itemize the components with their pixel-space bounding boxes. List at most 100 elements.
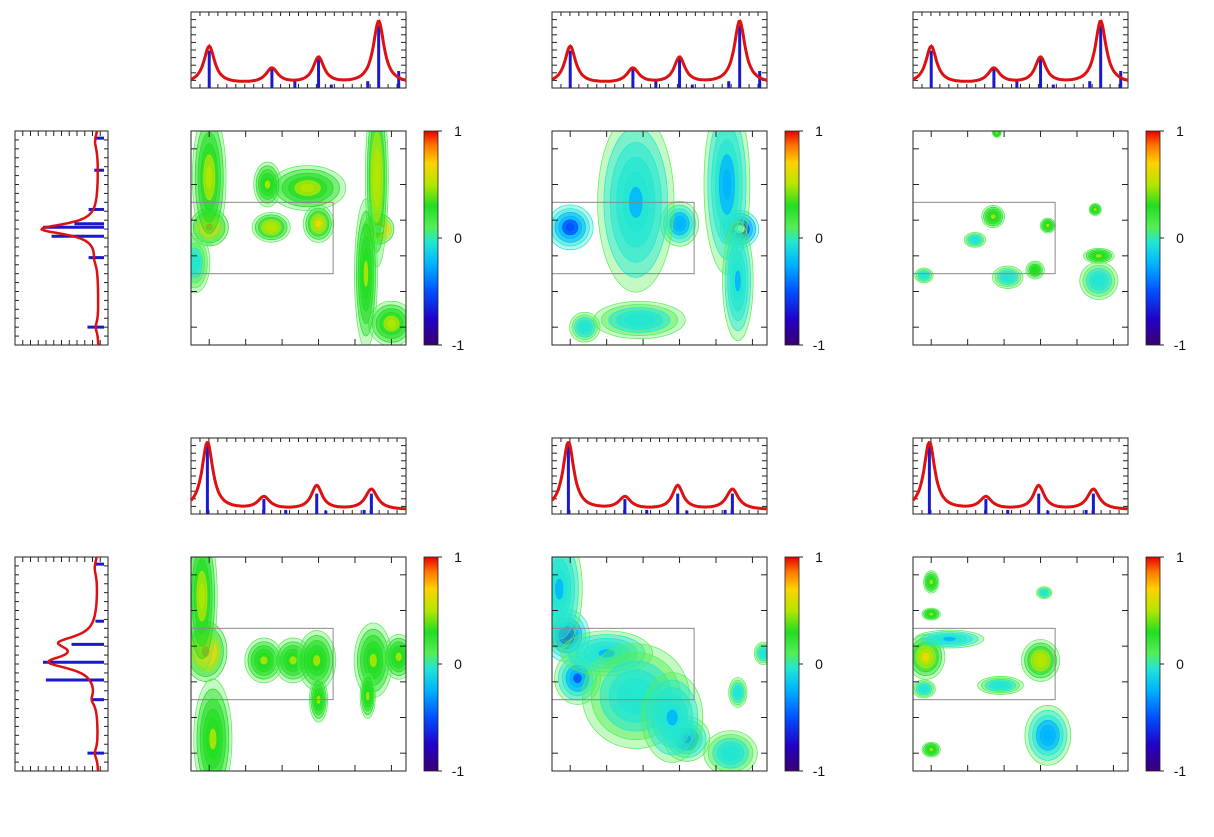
contour-level (313, 655, 321, 666)
n1s-xanes-inset (14, 130, 109, 346)
colorbar (784, 556, 800, 772)
plot-frame (551, 130, 768, 346)
contour-level (581, 324, 588, 331)
contour-level (1046, 223, 1050, 228)
contour-level (199, 583, 205, 610)
colorbar-tick-label: -1 (813, 337, 826, 353)
contour-level (387, 319, 396, 328)
colorbar-tick-label: -1 (813, 763, 826, 779)
colorbar (1145, 556, 1161, 772)
contour-level (395, 652, 402, 661)
colorbar-tick-label: 0 (815, 230, 823, 246)
inset-frame (14, 130, 109, 346)
contour-level (260, 656, 268, 665)
plot-frame (912, 130, 1129, 346)
contour-layer (191, 131, 406, 345)
plot-area (913, 557, 1128, 771)
colorbar-tick-label: 0 (1176, 656, 1184, 672)
colorbar-tick-label: 1 (1176, 123, 1184, 139)
contour-level (735, 689, 740, 696)
contour-layer (913, 570, 1072, 766)
contour-level (206, 165, 213, 189)
contour-layer (191, 557, 406, 771)
contour-level (1043, 729, 1053, 741)
spectrum-curve (46, 556, 100, 772)
plot-frame (190, 130, 407, 346)
plot-area (913, 131, 1128, 345)
contour-level (929, 612, 934, 616)
contour-level (990, 214, 996, 219)
contour-panel-total: 1 0 -1 (912, 123, 1187, 353)
plot-frame (912, 556, 1129, 772)
plot-frame (190, 556, 407, 772)
contour-level (363, 260, 369, 287)
colorbar-tick-label: 1 (815, 549, 823, 565)
contour-panel-esa: 1 0 -1 (551, 123, 826, 353)
inset-frame (14, 556, 109, 772)
contour-level (995, 131, 998, 134)
contour-panel-esa: 1 0 -1 (551, 549, 826, 779)
spectrum-curve (189, 441, 406, 511)
contour-level (626, 687, 646, 706)
colorbar-tick-label: -1 (452, 763, 465, 779)
contour-level (191, 257, 198, 269)
colorbar-tick-label: 0 (454, 656, 462, 672)
contour-level (1093, 208, 1097, 211)
inset-frame (551, 437, 768, 515)
contour-level (666, 709, 678, 726)
contour-level (1037, 656, 1045, 665)
o1s-xanes-inset (551, 11, 768, 89)
o1s-xanes-inset (189, 437, 407, 515)
o1s-xanes-inset (912, 11, 1129, 89)
colorbar (784, 130, 800, 346)
spectrum-curve (912, 19, 1129, 83)
contour-level (1042, 591, 1046, 595)
colorbar-tick-label: 0 (454, 230, 462, 246)
o1s-xanes-inset (550, 437, 768, 515)
spectrum-curve (911, 441, 1128, 511)
colorbar-tick-label: -1 (1174, 337, 1187, 353)
contour-level (929, 748, 934, 752)
colorbar-tick-label: 1 (454, 123, 462, 139)
spectrum-curve (190, 19, 407, 83)
contour-level (734, 270, 741, 292)
contour-panel-gsb: 1 0 -1 (190, 123, 465, 353)
contour-level (929, 579, 933, 585)
contour-level (289, 656, 297, 665)
contour-level (1033, 268, 1037, 272)
colorbar-tick-label: 1 (815, 123, 823, 139)
colorbar-tick-label: 0 (815, 656, 823, 672)
contour-level (725, 749, 736, 758)
contour-level (264, 180, 271, 189)
contour-layer (914, 131, 1119, 300)
contour-level (1004, 275, 1011, 280)
contour-level (972, 238, 978, 242)
colorbar-tick-label: 1 (1176, 549, 1184, 565)
spectrum-curve (551, 19, 768, 83)
contour-level (315, 220, 322, 228)
colorbar-tick-label: -1 (1174, 763, 1187, 779)
contour-level (676, 219, 684, 228)
plot-frame (551, 556, 768, 772)
contour-level (366, 692, 370, 701)
inset-frame (912, 437, 1129, 515)
contour-level (205, 223, 213, 231)
contour-level (922, 652, 930, 661)
contour-level (722, 169, 732, 200)
contour-level (267, 224, 275, 231)
contour-level (943, 637, 956, 641)
contour-level (374, 162, 380, 193)
contour-layer (552, 557, 767, 771)
colorbar-tick-label: 0 (1176, 230, 1184, 246)
colorbar-tick-label: 1 (454, 549, 462, 565)
contour-level (761, 651, 766, 656)
contour-panel-gsb: 1 0 -1 (190, 549, 465, 779)
colorbar (423, 556, 439, 772)
contour-level (631, 316, 648, 324)
spectrum-curve (39, 130, 100, 346)
contour-level (300, 183, 315, 193)
contour-level (573, 673, 582, 683)
contour-panel-total: 1 0 -1 (912, 549, 1187, 779)
colorbar-tick-label: -1 (452, 337, 465, 353)
contour-level (369, 653, 377, 668)
